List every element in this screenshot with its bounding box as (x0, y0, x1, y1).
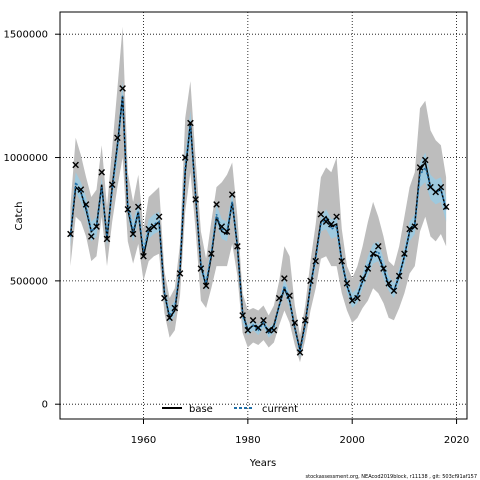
observed-point-2016 (432, 188, 439, 196)
legend-current-label: current (262, 404, 298, 415)
observed-point-1972 (202, 282, 210, 290)
observed-point-2010 (401, 250, 408, 258)
observed-point-1954 (108, 181, 116, 188)
observed-point-2008 (390, 287, 398, 295)
observed-point-2003 (364, 265, 372, 272)
footer-note: stockassessment.org, NEAcod2019block, r1… (306, 474, 477, 480)
y-tick-label-500000: 500000 (10, 276, 48, 287)
observed-point-1993 (312, 257, 319, 265)
observed-point-1988 (286, 292, 293, 299)
x-axis-ticks: 1960 1980 2000 2020 (131, 419, 469, 446)
y-tick-label-1500000: 1500000 (3, 30, 48, 41)
y-axis-ticks: 0 500000 1000000 1500000 (3, 30, 60, 411)
observed-point-2002 (359, 275, 366, 282)
y-axis-title: Catch (14, 202, 25, 231)
observed-point-2012 (411, 223, 419, 230)
observed-point-2004 (369, 250, 377, 258)
observed-point-1948 (77, 186, 85, 193)
observed-point-1981 (249, 317, 257, 324)
observed-point-1986 (275, 294, 283, 302)
x-tick-label-2020: 2020 (444, 435, 469, 446)
observed-point-1999 (343, 280, 351, 287)
observed-point-1966 (171, 304, 179, 312)
observed-point-1991 (301, 317, 309, 324)
observed-point-2014 (421, 156, 429, 164)
legend: base current (162, 404, 298, 415)
observed-point-1998 (338, 257, 346, 265)
x-tick-label-2000: 2000 (339, 435, 364, 446)
observed-point-1958 (129, 230, 137, 238)
observed-point-1967 (176, 270, 184, 277)
observed-point-1961 (145, 225, 153, 233)
observed-point-2015 (427, 183, 434, 191)
observed-point-1969 (187, 119, 194, 127)
observed-point-1964 (161, 294, 168, 302)
observed-point-2001 (354, 294, 361, 302)
observed-point-2013 (416, 164, 424, 171)
observed-point-1953 (103, 235, 111, 243)
observed-point-1975 (218, 223, 226, 230)
observed-point-1979 (239, 312, 246, 319)
observed-point-1977 (228, 191, 236, 198)
y-tick-label-1000000: 1000000 (3, 153, 48, 164)
observed-point-1995 (322, 218, 330, 225)
observed-point-1974 (213, 201, 220, 208)
observed-point-1992 (307, 277, 314, 285)
observed-point-2000 (348, 297, 356, 304)
x-tick-label-1980: 1980 (235, 435, 260, 446)
observed-point-1987 (281, 275, 288, 282)
observed-point-1997 (333, 213, 340, 221)
observed-point-1949 (82, 201, 90, 208)
observed-point-1996 (328, 220, 335, 228)
y-tick-label-0: 0 (42, 400, 48, 411)
observed-point-1990 (296, 349, 304, 356)
observed-point-2018 (442, 203, 450, 211)
observed-point-1957 (124, 206, 132, 213)
legend-base-label: base (189, 404, 213, 415)
observed-point-1989 (291, 319, 299, 327)
observed-point-1959 (134, 203, 142, 211)
observed-point-1946 (67, 230, 74, 238)
x-tick-label-1960: 1960 (131, 435, 156, 446)
observed-point-1983 (260, 317, 267, 324)
observed-point-1951 (93, 223, 100, 230)
plot-frame (59, 11, 468, 420)
observed-point-1950 (88, 233, 95, 240)
observed-point-1984 (265, 326, 273, 334)
observed-point-1955 (114, 134, 121, 142)
observed-points (67, 85, 450, 356)
observed-point-1976 (223, 228, 231, 235)
observed-point-1960 (140, 252, 147, 260)
observed-point-2006 (380, 265, 387, 272)
observed-point-1994 (317, 210, 325, 218)
observed-point-1973 (208, 250, 215, 258)
observed-point-1980 (244, 326, 252, 334)
observed-point-1982 (254, 324, 262, 332)
observed-point-1947 (72, 161, 79, 169)
x-axis-title: Years (249, 458, 276, 469)
observed-point-1971 (197, 265, 205, 272)
observed-point-1963 (155, 213, 163, 221)
base-confidence-band (70, 26, 447, 363)
observed-point-2011 (406, 225, 413, 233)
observed-point-1965 (166, 314, 173, 322)
observed-point-2007 (385, 280, 393, 287)
observed-point-1956 (119, 85, 126, 92)
observed-point-1952 (98, 169, 106, 176)
observed-point-1962 (150, 223, 158, 230)
observed-point-1970 (192, 196, 199, 203)
observed-point-2017 (437, 183, 445, 191)
observed-point-1968 (181, 154, 189, 161)
observed-point-2005 (374, 243, 382, 250)
observed-point-1985 (270, 326, 278, 334)
observed-point-2009 (395, 272, 403, 280)
observed-point-1978 (234, 243, 241, 250)
